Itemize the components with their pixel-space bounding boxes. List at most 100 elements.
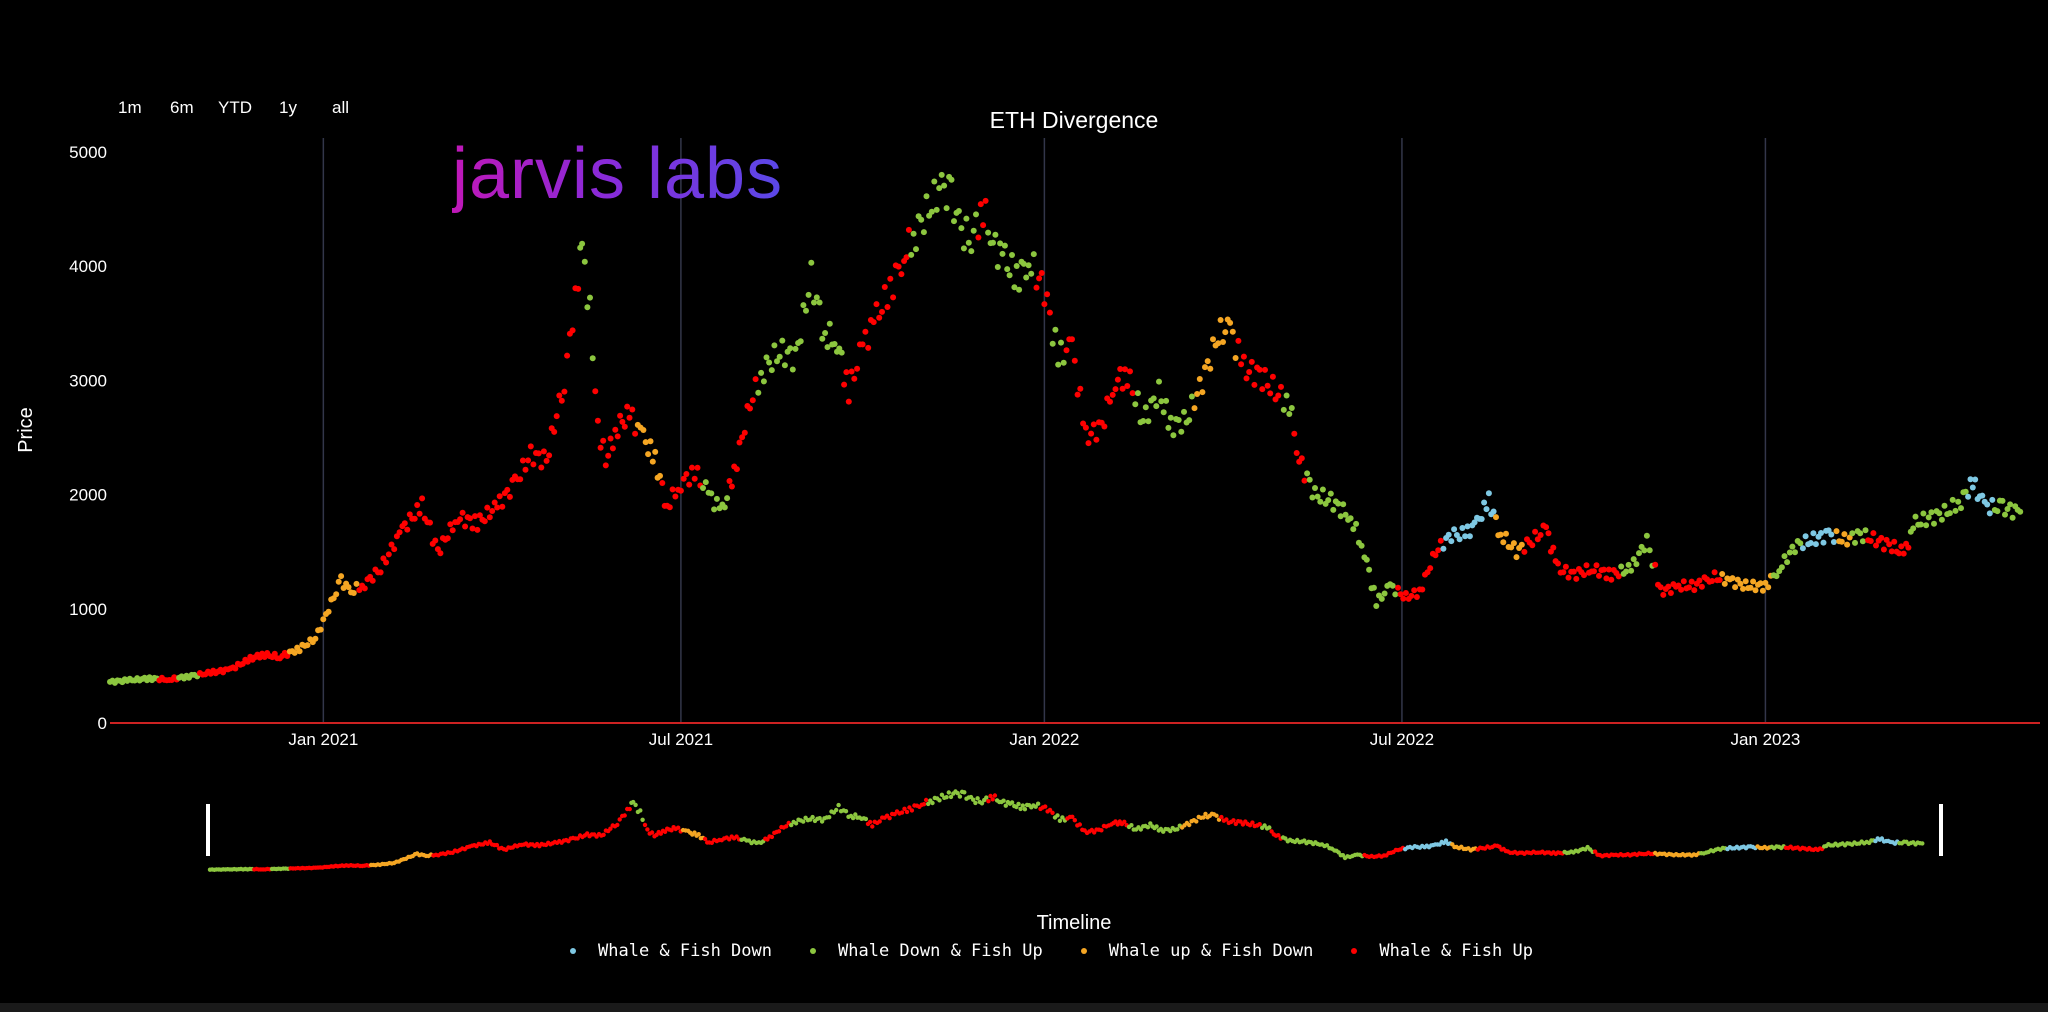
data-point — [1757, 580, 1764, 587]
data-point — [645, 451, 652, 458]
navigator-point — [649, 830, 655, 835]
data-point — [1986, 510, 1993, 517]
navigator-point — [638, 808, 643, 813]
data-point — [1573, 575, 1580, 582]
navigator-point — [1201, 815, 1206, 820]
data-point — [774, 358, 780, 365]
data-point — [733, 466, 740, 473]
data-point — [1119, 385, 1126, 392]
navigator-point — [627, 806, 632, 812]
navigator-point — [902, 806, 907, 811]
range-ytd-button[interactable]: YTD — [218, 98, 252, 117]
data-point — [1101, 423, 1108, 430]
data-point — [338, 573, 345, 580]
navigator-point — [944, 795, 949, 800]
data-point — [546, 452, 553, 459]
data-point — [895, 263, 902, 270]
navigator-point — [1070, 814, 1075, 819]
data-point — [1259, 386, 1266, 393]
data-point — [1886, 541, 1893, 548]
timeline-label: Timeline — [1036, 912, 1112, 934]
navigator-left-handle[interactable] — [206, 804, 210, 856]
navigator-point — [1022, 807, 1028, 812]
data-point — [1500, 539, 1507, 546]
data-point — [848, 368, 855, 375]
data-point — [232, 665, 239, 672]
data-point — [1023, 274, 1030, 281]
data-point — [391, 546, 398, 553]
data-point — [1513, 554, 1520, 561]
data-point — [1955, 498, 1962, 505]
data-point — [1936, 510, 1943, 517]
data-point — [1283, 392, 1290, 399]
data-point — [1719, 571, 1726, 577]
legend-item-whale-up-fish-down[interactable]: Whale up & Fish Down — [1080, 941, 1313, 961]
data-point — [1142, 404, 1149, 411]
data-point — [1132, 401, 1139, 408]
range-1m-button[interactable]: 1m — [118, 98, 142, 117]
data-point — [1337, 513, 1344, 520]
legend-item-whale-fish-down[interactable]: Whale & Fish Down — [570, 941, 772, 961]
data-point — [689, 464, 695, 471]
data-point — [1765, 584, 1772, 591]
data-point — [527, 443, 534, 450]
navigator-right-handle[interactable] — [1939, 804, 1943, 856]
data-point — [1873, 542, 1879, 549]
data-point — [1400, 595, 1407, 602]
data-point — [538, 464, 545, 471]
data-point — [462, 523, 469, 530]
navigator-point — [877, 819, 882, 824]
data-point — [1191, 405, 1198, 412]
data-point — [1134, 390, 1141, 397]
data-point — [1011, 284, 1018, 291]
navigator-point — [863, 816, 869, 822]
data-point — [1688, 578, 1695, 585]
data-point — [1378, 595, 1385, 602]
data-point — [1030, 251, 1037, 258]
data-point — [789, 366, 796, 373]
data-point — [1844, 541, 1851, 548]
navigator-point — [986, 799, 991, 804]
navigator-point — [494, 842, 500, 848]
data-point — [1153, 403, 1160, 410]
data-point — [1994, 508, 2001, 515]
data-point — [1317, 498, 1324, 505]
data-point — [447, 521, 454, 528]
data-point — [1082, 424, 1089, 431]
data-point — [396, 529, 403, 536]
data-point — [1055, 361, 1062, 368]
data-point — [910, 230, 917, 237]
data-point — [1799, 545, 1806, 552]
timeline-navigator[interactable] — [206, 789, 1943, 872]
data-point — [760, 378, 767, 385]
data-point — [525, 457, 532, 464]
data-point — [1389, 582, 1396, 589]
data-point — [602, 462, 609, 469]
data-point — [1028, 270, 1035, 277]
range-1y-button[interactable]: 1y — [279, 98, 297, 117]
data-point — [1711, 569, 1718, 576]
data-point — [1220, 339, 1226, 345]
legend-item-whale-fish-up[interactable]: Whale & Fish Up — [1351, 941, 1533, 961]
data-point — [1044, 291, 1051, 298]
data-point — [970, 227, 977, 234]
range-all-button[interactable]: all — [332, 98, 350, 117]
range-6m-button[interactable]: 6m — [170, 98, 194, 117]
data-point — [1485, 490, 1492, 497]
legend-item-whale-down-fish-up[interactable]: Whale Down & Fish Up — [810, 941, 1043, 961]
data-point — [406, 511, 413, 518]
data-point — [1888, 548, 1895, 555]
data-point — [805, 291, 812, 298]
data-point — [457, 516, 464, 523]
data-point — [579, 240, 586, 247]
data-point — [1319, 486, 1326, 493]
data-point — [854, 365, 861, 372]
y-tick-label: 5000 — [69, 143, 107, 162]
data-point — [963, 215, 970, 222]
navigator-point — [819, 819, 825, 824]
navigator-point — [1099, 828, 1104, 833]
data-point — [1293, 450, 1300, 456]
data-point — [721, 504, 728, 511]
data-point — [1830, 539, 1837, 545]
